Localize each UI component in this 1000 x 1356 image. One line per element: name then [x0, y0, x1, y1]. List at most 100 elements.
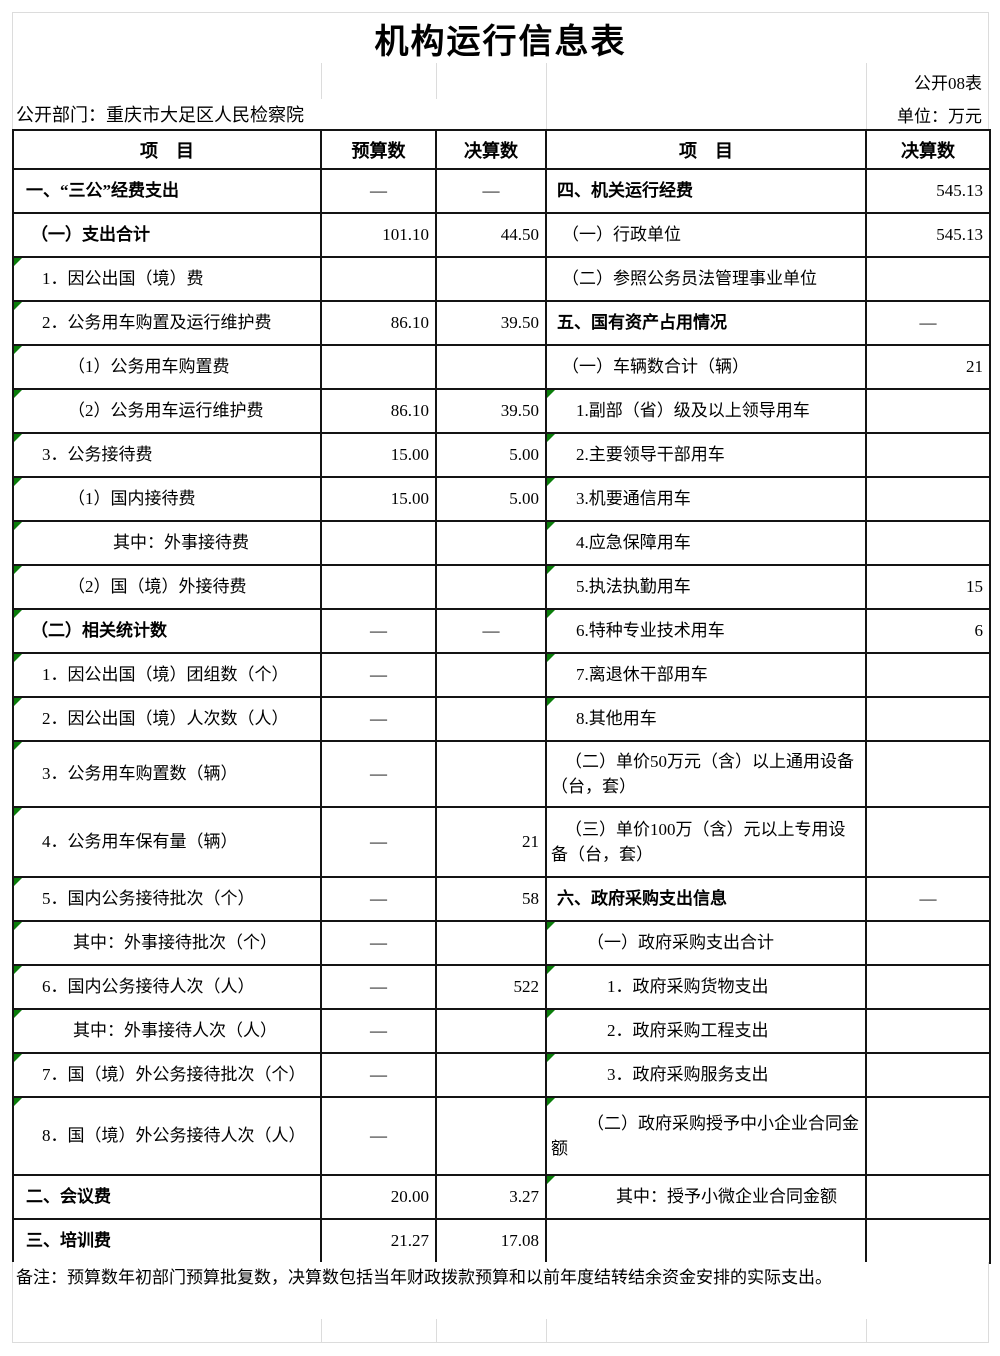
item-label: 4．公务用车保有量（辆）: [42, 832, 238, 852]
cell-flag-triangle-icon: [15, 567, 22, 574]
item-cell-left: （2）公务用车运行维护费: [12, 388, 322, 434]
budget-value-cell: 21.27: [320, 1218, 437, 1264]
cell-flag-triangle-icon: [15, 923, 22, 930]
col-header-item-left: 项 目: [12, 129, 322, 170]
budget-value-cell: —: [320, 806, 437, 878]
final-value-cell-right: 545.13: [865, 212, 991, 258]
cell-flag-triangle-icon: [15, 879, 22, 886]
item-label: 其中：外事接待费: [113, 533, 249, 553]
final-value-cell-right: 545.13: [865, 168, 991, 214]
item-cell-left: （一）支出合计: [12, 212, 322, 258]
item-label: （一）行政单位: [562, 225, 681, 245]
budget-value-cell: [320, 256, 437, 302]
final-value-cell-right: [865, 476, 991, 522]
item-label: 其中：外事接待批次（个）: [73, 933, 277, 953]
final-value-cell-left: —: [435, 168, 547, 214]
item-cell-left: 二、会议费: [12, 1174, 322, 1220]
budget-value-cell: —: [320, 964, 437, 1010]
final-value-cell-left: [435, 920, 547, 966]
table-row: （1）国内接待费 15.00 5.00 3.机要通信用车: [12, 476, 991, 522]
item-label: 7.离退休干部用车: [576, 665, 708, 685]
table-row: 其中：外事接待费 4.应急保障用车: [12, 520, 991, 566]
col-header-final-right: 决算数: [865, 129, 991, 170]
cell-flag-triangle-icon: [15, 967, 22, 974]
cell-flag-triangle-icon: [548, 923, 555, 930]
item-label: 六、政府采购支出信息: [557, 889, 727, 909]
item-label: 1．因公出国（境）团组数（个）: [42, 665, 289, 685]
cell-flag-triangle-icon: [15, 1055, 22, 1062]
final-value-cell-left: 522: [435, 964, 547, 1010]
unit-label: 单位：万元: [897, 106, 982, 126]
item-cell-right: （一）行政单位: [545, 212, 867, 258]
gridline: [436, 63, 437, 99]
table-row: 二、会议费 20.00 3.27 其中：授予小微企业合同金额: [12, 1174, 991, 1220]
item-cell-right: （二）单价50万元（含）以上通用设备（台，套）: [545, 740, 867, 808]
final-value-cell-left: [435, 652, 547, 698]
item-cell-left: 6．国内公务接待人次（人）: [12, 964, 322, 1010]
item-label: （一）支出合计: [31, 225, 150, 245]
item-label: 五、国有资产占用情况: [557, 313, 727, 333]
item-label: 1．因公出国（境）费: [42, 269, 204, 289]
item-label: 8．国（境）外公务接待人次（人）: [42, 1126, 306, 1146]
final-value-cell-left: 44.50: [435, 212, 547, 258]
item-cell-left: 7．国（境）外公务接待批次（个）: [12, 1052, 322, 1098]
item-cell-right: 四、机关运行经费: [545, 168, 867, 214]
final-value-cell-left: [435, 256, 547, 302]
final-value-cell-left: 39.50: [435, 300, 547, 346]
cell-flag-triangle-icon: [15, 611, 22, 618]
budget-value-cell: 86.10: [320, 300, 437, 346]
item-label: （二）参照公务员法管理事业单位: [562, 269, 817, 289]
table-row: 3．公务用车购置数（辆） — （二）单价50万元（含）以上通用设备（台，套）: [12, 740, 991, 808]
gridline: [546, 63, 547, 99]
table-row: 一、“三公”经费支出 — — 四、机关运行经费 545.13: [12, 168, 991, 214]
table-row: 1．因公出国（境）费 （二）参照公务员法管理事业单位: [12, 256, 991, 302]
item-cell-left: 3．公务用车购置数（辆）: [12, 740, 322, 808]
table-row: （2）公务用车运行维护费 86.10 39.50 1.副部（省）级及以上领导用车: [12, 388, 991, 434]
cell-flag-triangle-icon: [548, 1055, 555, 1062]
gridline: [866, 99, 867, 129]
item-cell-left: 2．因公出国（境）人次数（人）: [12, 696, 322, 742]
item-cell-left: 5．国内公务接待批次（个）: [12, 876, 322, 922]
budget-value-cell: —: [320, 1008, 437, 1054]
cell-flag-triangle-icon: [15, 259, 22, 266]
final-value-cell-right: 6: [865, 608, 991, 654]
final-value-cell-left: 3.27: [435, 1174, 547, 1220]
item-cell-left: 1．因公出国（境）费: [12, 256, 322, 302]
item-cell-left: 3．公务接待费: [12, 432, 322, 478]
cell-flag-triangle-icon: [15, 1099, 22, 1106]
table-row: （二）相关统计数 — — 6.特种专业技术用车 6: [12, 608, 991, 654]
cell-flag-triangle-icon: [15, 523, 22, 530]
item-label: （二）相关统计数: [31, 621, 167, 641]
cell-flag-triangle-icon: [548, 655, 555, 662]
budget-value-cell: 15.00: [320, 432, 437, 478]
final-value-cell-left: [435, 740, 547, 808]
item-cell-right: 4.应急保障用车: [545, 520, 867, 566]
footnote: 备注：预算数年初部门预算批复数，决算数包括当年财政拨款预算和以前年度结转结余资金…: [16, 1268, 832, 1287]
item-cell-right: 2．政府采购工程支出: [545, 1008, 867, 1054]
item-cell-left: 三、培训费: [12, 1218, 322, 1264]
item-label: 2.主要领导干部用车: [576, 445, 725, 465]
item-cell-right: 3．政府采购服务支出: [545, 1052, 867, 1098]
item-cell-right: 1．政府采购货物支出: [545, 964, 867, 1010]
col-header-item-right: 项 目: [545, 129, 867, 170]
final-value-cell-right: [865, 1052, 991, 1098]
final-value-cell-right: [865, 920, 991, 966]
final-value-cell-left: 5.00: [435, 476, 547, 522]
table-row: 2．公务用车购置及运行维护费 86.10 39.50 五、国有资产占用情况 —: [12, 300, 991, 346]
table-row: 5．国内公务接待批次（个） —58 六、政府采购支出信息 —: [12, 876, 991, 922]
cell-flag-triangle-icon: [548, 1011, 555, 1018]
item-cell-right: 6.特种专业技术用车: [545, 608, 867, 654]
cell-flag-triangle-icon: [15, 303, 22, 310]
table-row: 4．公务用车保有量（辆） —21 （三）单价100万（含）元以上专用设备（台，套）: [12, 806, 991, 878]
item-cell-left: 其中：外事接待费: [12, 520, 322, 566]
item-label: （二）政府采购授予中小企业合同金额: [551, 1113, 859, 1159]
cell-flag-triangle-icon: [548, 391, 555, 398]
final-value-cell-left: [435, 1096, 547, 1176]
final-value-cell-right: —: [865, 876, 991, 922]
item-label: （2）国（境）外接待费: [68, 577, 247, 597]
col-header-final-left: 决算数: [435, 129, 547, 170]
cell-flag-triangle-icon: [548, 523, 555, 530]
page-title: 机构运行信息表: [374, 23, 627, 61]
item-cell-left: 4．公务用车保有量（辆）: [12, 806, 322, 878]
final-value-cell-left: [435, 696, 547, 742]
